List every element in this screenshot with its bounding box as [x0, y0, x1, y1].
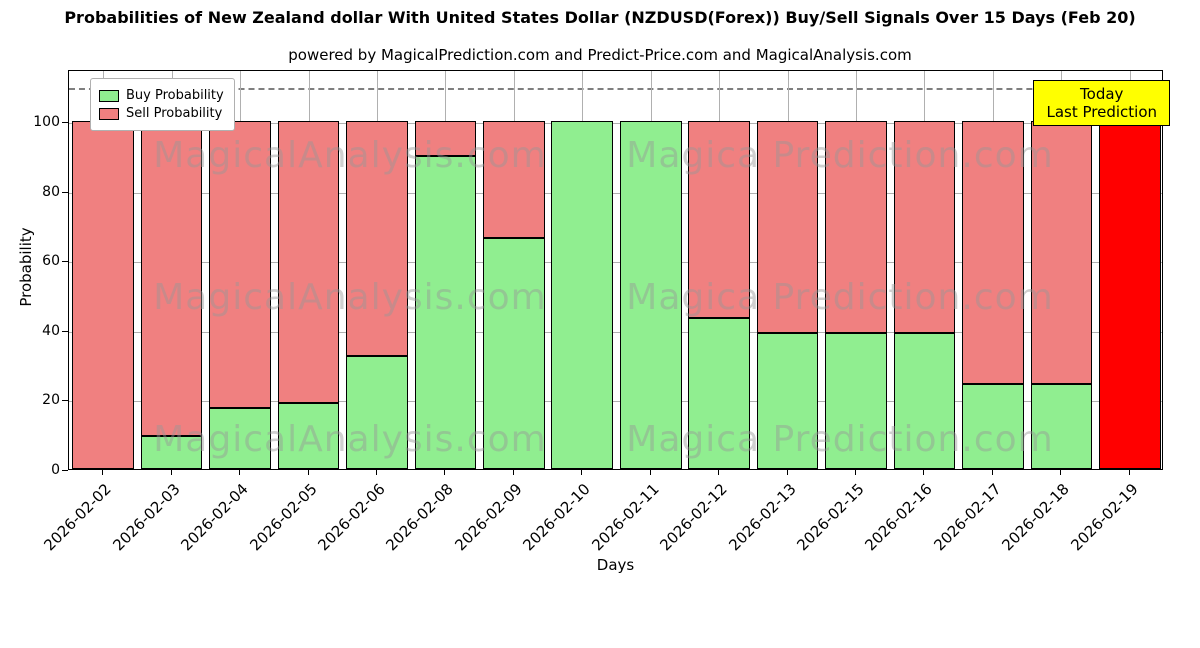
- x-tick-mark: [170, 470, 172, 475]
- x-tick-mark: [923, 470, 925, 475]
- bar-buy-segment: [414, 155, 477, 469]
- bar-sell-segment: [209, 121, 271, 409]
- bar: [688, 69, 750, 469]
- y-tick-mark: [62, 400, 68, 402]
- bar-buy-segment: [962, 383, 1024, 469]
- legend: Buy Probability Sell Probability: [90, 78, 235, 131]
- x-tick-mark: [649, 470, 651, 475]
- bar: [551, 69, 614, 469]
- bar-sell-segment: [346, 121, 408, 356]
- gridline-horizontal: [69, 123, 1162, 125]
- gridline-horizontal: [69, 192, 1162, 194]
- bar-sell-segment: [277, 121, 340, 403]
- x-tick-mark: [375, 470, 377, 475]
- bar: [756, 69, 819, 469]
- plot-area: [68, 70, 1163, 470]
- y-tick-label: 60: [42, 253, 60, 270]
- y-tick-label: 40: [42, 322, 60, 339]
- x-tick-mark: [1128, 470, 1130, 475]
- chart-subtitle: powered by MagicalPrediction.com and Pre…: [288, 46, 912, 64]
- buy-swatch-icon: [99, 89, 119, 102]
- bar-buy-segment: [483, 237, 545, 469]
- bar-buy-segment: [893, 333, 956, 469]
- bar: [483, 69, 545, 469]
- bar-sell-segment: [483, 121, 545, 238]
- x-tick-mark: [855, 470, 857, 475]
- bar-sell-segment: [688, 121, 750, 318]
- bar: [140, 69, 203, 469]
- bar-buy-segment: [1030, 383, 1093, 469]
- y-tick-label: 100: [33, 114, 60, 131]
- bar-sell-segment: [756, 121, 819, 334]
- x-axis-label: Days: [596, 556, 635, 574]
- bar: [962, 69, 1024, 469]
- bar-sell-segment: [72, 121, 135, 469]
- x-tick-mark: [307, 470, 309, 475]
- today-annotation-line2: Last Prediction: [1046, 103, 1157, 121]
- x-tick-mark: [239, 470, 241, 475]
- y-tick-mark: [62, 330, 68, 332]
- y-tick-mark: [62, 470, 68, 471]
- bar-buy-segment: [619, 121, 682, 469]
- x-tick-mark: [581, 470, 583, 475]
- bar: [414, 69, 477, 469]
- x-tick-mark: [512, 470, 514, 475]
- bar-buy-segment: [551, 121, 614, 469]
- bar: [72, 69, 135, 469]
- y-tick-label: 20: [42, 392, 60, 409]
- bar: [619, 69, 682, 469]
- legend-item: Buy Probability: [99, 88, 224, 103]
- figure: Probabilities of New Zealand dollar With…: [17, 8, 1170, 574]
- x-tick-mark: [1060, 470, 1062, 475]
- bar-sell-segment: [893, 121, 956, 334]
- bar-sell-segment: [140, 121, 203, 436]
- bar: [1098, 69, 1161, 469]
- x-tick-mark: [444, 470, 446, 475]
- bar-buy-segment: [756, 333, 819, 469]
- gridline-horizontal: [69, 331, 1162, 333]
- legend-label: Sell Probability: [126, 106, 223, 121]
- y-tick-mark: [62, 261, 68, 263]
- y-tick-mark: [62, 191, 68, 193]
- bar-sell-segment: [962, 121, 1024, 384]
- bar: [209, 69, 271, 469]
- bar-sell-segment: [1098, 121, 1161, 469]
- bar-sell-segment: [1030, 121, 1093, 384]
- bar-buy-segment: [688, 317, 750, 469]
- bar-sell-segment: [414, 121, 477, 156]
- bar: [277, 69, 340, 469]
- today-annotation-line1: Today: [1080, 85, 1124, 103]
- bar-buy-segment: [825, 333, 887, 469]
- bar-sell-segment: [825, 121, 887, 334]
- legend-label: Buy Probability: [126, 88, 224, 103]
- bar-buy-segment: [346, 355, 408, 469]
- x-tick-mark: [718, 470, 720, 475]
- bar: [1030, 69, 1093, 469]
- y-tick-mark: [62, 122, 68, 124]
- x-tick-mark: [102, 470, 104, 475]
- x-tick-mark: [786, 470, 788, 475]
- bar: [825, 69, 887, 469]
- bar: [893, 69, 956, 469]
- chart-title: Probabilities of New Zealand dollar With…: [64, 8, 1136, 27]
- bar-buy-segment: [209, 408, 271, 469]
- bar-buy-segment: [277, 402, 340, 469]
- gridline-horizontal: [69, 262, 1162, 264]
- bar: [346, 69, 408, 469]
- gridline-horizontal: [69, 401, 1162, 403]
- bar-buy-segment: [140, 435, 203, 469]
- y-tick-label: 0: [51, 462, 60, 478]
- sell-swatch-icon: [99, 107, 119, 120]
- legend-item: Sell Probability: [99, 106, 224, 121]
- today-annotation: Today Last Prediction: [1033, 80, 1170, 126]
- y-tick-label: 80: [42, 183, 60, 200]
- dashed-threshold-line: [69, 88, 1162, 91]
- x-tick-mark: [991, 470, 993, 475]
